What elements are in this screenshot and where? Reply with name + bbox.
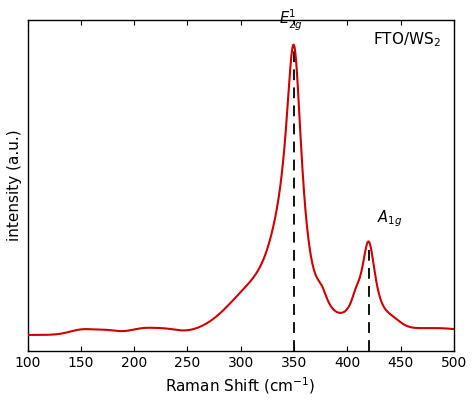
Y-axis label: intensity (a.u.): intensity (a.u.): [7, 130, 22, 241]
Text: FTO/WS$_2$: FTO/WS$_2$: [374, 30, 441, 49]
Text: A$_{1g}$: A$_{1g}$: [377, 209, 403, 229]
X-axis label: Raman Shift (cm$^{-1}$): Raman Shift (cm$^{-1}$): [165, 375, 316, 396]
Text: E$^{1}_{2g}$: E$^{1}_{2g}$: [279, 8, 303, 33]
